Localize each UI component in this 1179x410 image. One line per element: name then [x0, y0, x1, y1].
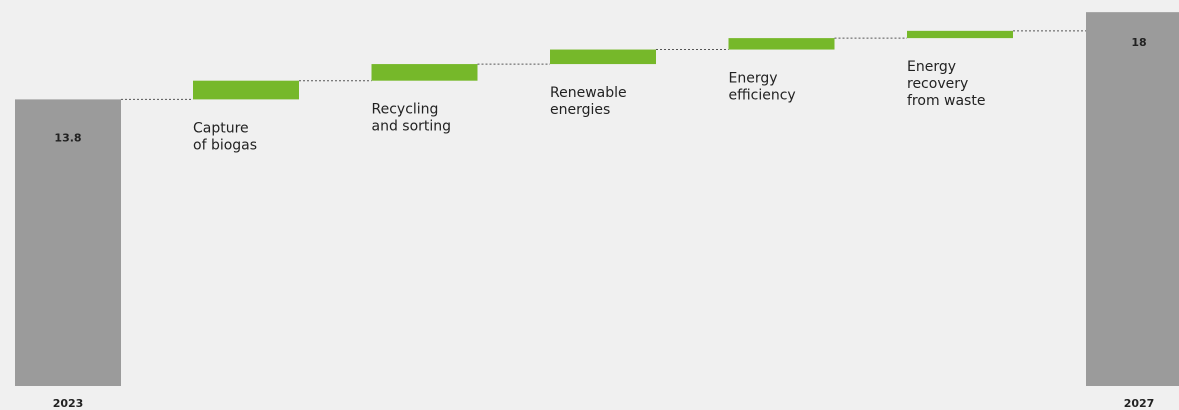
step-label-4: Energy efficiency: [729, 71, 796, 104]
step-bar-2: [371, 64, 478, 81]
step-label-3: Renewable energies: [550, 85, 627, 118]
bar-2027: [1086, 12, 1179, 387]
x-tick-2023: 2023: [53, 397, 84, 410]
value-label-2023: 13.8: [54, 131, 81, 144]
step-label-1: Capture of biogas: [193, 120, 257, 153]
step-bars: Capture of biogas Recycling and sorting Rene…: [193, 30, 1013, 153]
step-bar-5: [907, 30, 1013, 39]
value-label-2027: 18: [1131, 36, 1146, 49]
step-bar-3: [550, 49, 656, 65]
step-label-2: Recycling and sorting: [372, 102, 452, 135]
step-bar-4: [728, 38, 835, 50]
step-bar-1: [193, 80, 299, 100]
x-tick-2027: 2027: [1124, 397, 1155, 410]
step-label-5: Energy recovery from waste: [907, 59, 985, 109]
bar-2023: [15, 99, 121, 386]
